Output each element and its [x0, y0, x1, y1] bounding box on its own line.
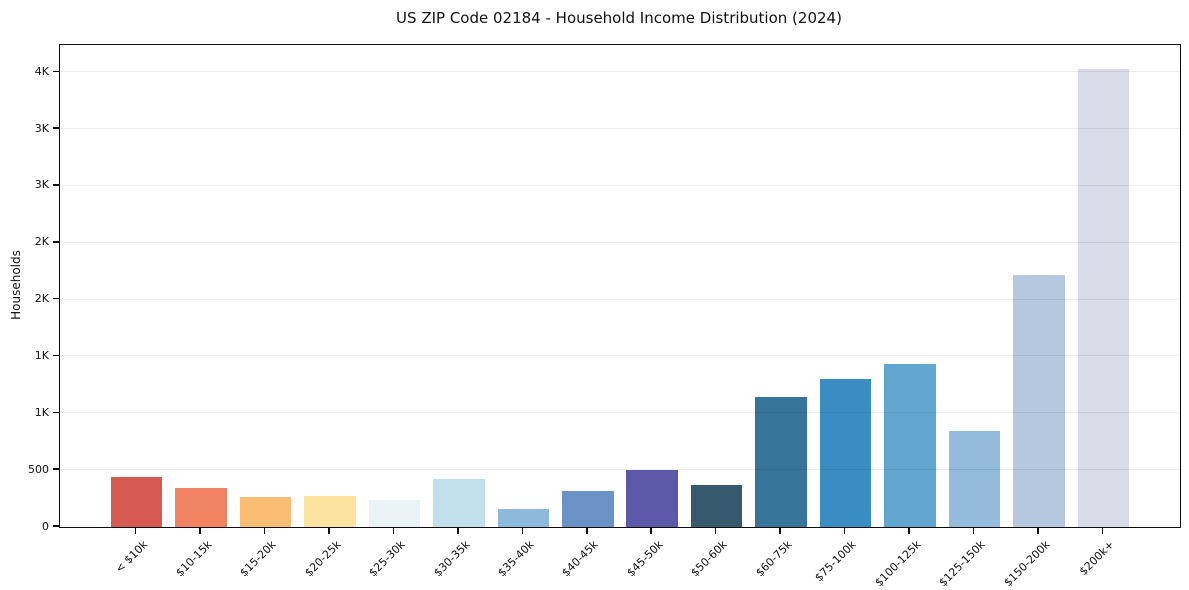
x-tick-label: $10-15k	[173, 538, 215, 580]
bar-15-20k	[239, 497, 292, 527]
bar-50-60k	[690, 484, 743, 527]
x-tick-mark	[328, 527, 330, 534]
x-tick-mark	[134, 527, 137, 534]
y-tick-label: 4K	[34, 64, 49, 78]
y-tick-label: 3K	[34, 178, 49, 192]
x-tick-label: $60-75k	[753, 538, 795, 580]
x-tick-mark	[392, 527, 395, 534]
x-tick-mark	[586, 527, 588, 534]
bar-200k	[1077, 68, 1130, 527]
x-tick-label: $50-60k	[688, 538, 730, 580]
x-tick-mark	[650, 527, 652, 534]
x-tick-label: $200k+	[1076, 538, 1117, 579]
y-tick-label: 500	[28, 462, 49, 476]
bar-40-45k	[562, 490, 614, 527]
y-tick-label: 1K	[34, 405, 49, 419]
x-tick-label: $35-40k	[495, 538, 537, 580]
x-tick-label: $150-200k	[1000, 538, 1053, 590]
x-tick-mark	[972, 527, 975, 534]
x-tick-mark	[1101, 527, 1104, 534]
x-tick-label: $20-25k	[301, 538, 344, 580]
bar-30-35k	[433, 479, 485, 527]
bar-75-100k	[819, 379, 872, 527]
x-tick-mark	[843, 527, 846, 534]
x-tick-mark	[714, 527, 717, 534]
y-tick-mark	[53, 525, 59, 527]
y-tick-mark	[53, 241, 59, 243]
y-tick-mark	[53, 297, 59, 300]
bar-45-50k	[626, 470, 678, 527]
x-tick-mark	[521, 527, 524, 534]
y-tick-mark	[53, 70, 59, 73]
x-tick-label: $75-100k	[812, 538, 859, 585]
y-axis-label: Households	[9, 250, 23, 320]
bar-10k	[110, 476, 163, 527]
y-tick-label: 1K	[34, 348, 49, 362]
y-tick-mark	[53, 184, 59, 186]
x-tick-label: $125-150k	[936, 538, 988, 590]
x-tick-label: $30-35k	[430, 538, 473, 580]
y-tick-label: 0	[42, 519, 49, 533]
bar-20-25k	[304, 495, 356, 527]
x-tick-mark	[779, 527, 781, 534]
x-tick-label: $15-20k	[237, 538, 279, 580]
x-tick-mark	[1037, 527, 1039, 534]
x-tick-mark	[263, 527, 266, 534]
bars-layer	[60, 45, 1180, 527]
y-tick-label: 3K	[34, 121, 49, 135]
x-tick-label: $40-45k	[559, 538, 601, 580]
bar-10-15k	[175, 488, 227, 527]
plot-area	[59, 44, 1181, 528]
bar-60-75k	[755, 397, 807, 527]
x-tick-label: $45-50k	[624, 538, 666, 580]
y-tick-mark	[53, 127, 59, 129]
y-tick-label: 2K	[34, 235, 49, 249]
x-tick-label: $25-30k	[366, 538, 408, 580]
bar-125-150k	[948, 430, 1001, 527]
x-tick-label: $100-125k	[872, 538, 924, 590]
y-tick-mark	[53, 354, 59, 357]
x-tick-label: < $10k	[112, 538, 150, 576]
x-tick-mark	[457, 527, 459, 534]
x-tick-mark	[199, 527, 201, 534]
y-tick-mark	[53, 468, 59, 470]
bar-100-125k	[884, 364, 936, 527]
bar-150-200k	[1013, 274, 1065, 527]
y-tick-mark	[53, 411, 59, 414]
bar-25-30k	[368, 499, 421, 527]
x-tick-mark	[908, 527, 910, 534]
chart-title: US ZIP Code 02184 - Household Income Dis…	[396, 9, 842, 27]
y-tick-label: 2K	[34, 292, 49, 306]
bar-35-40k	[497, 509, 550, 527]
